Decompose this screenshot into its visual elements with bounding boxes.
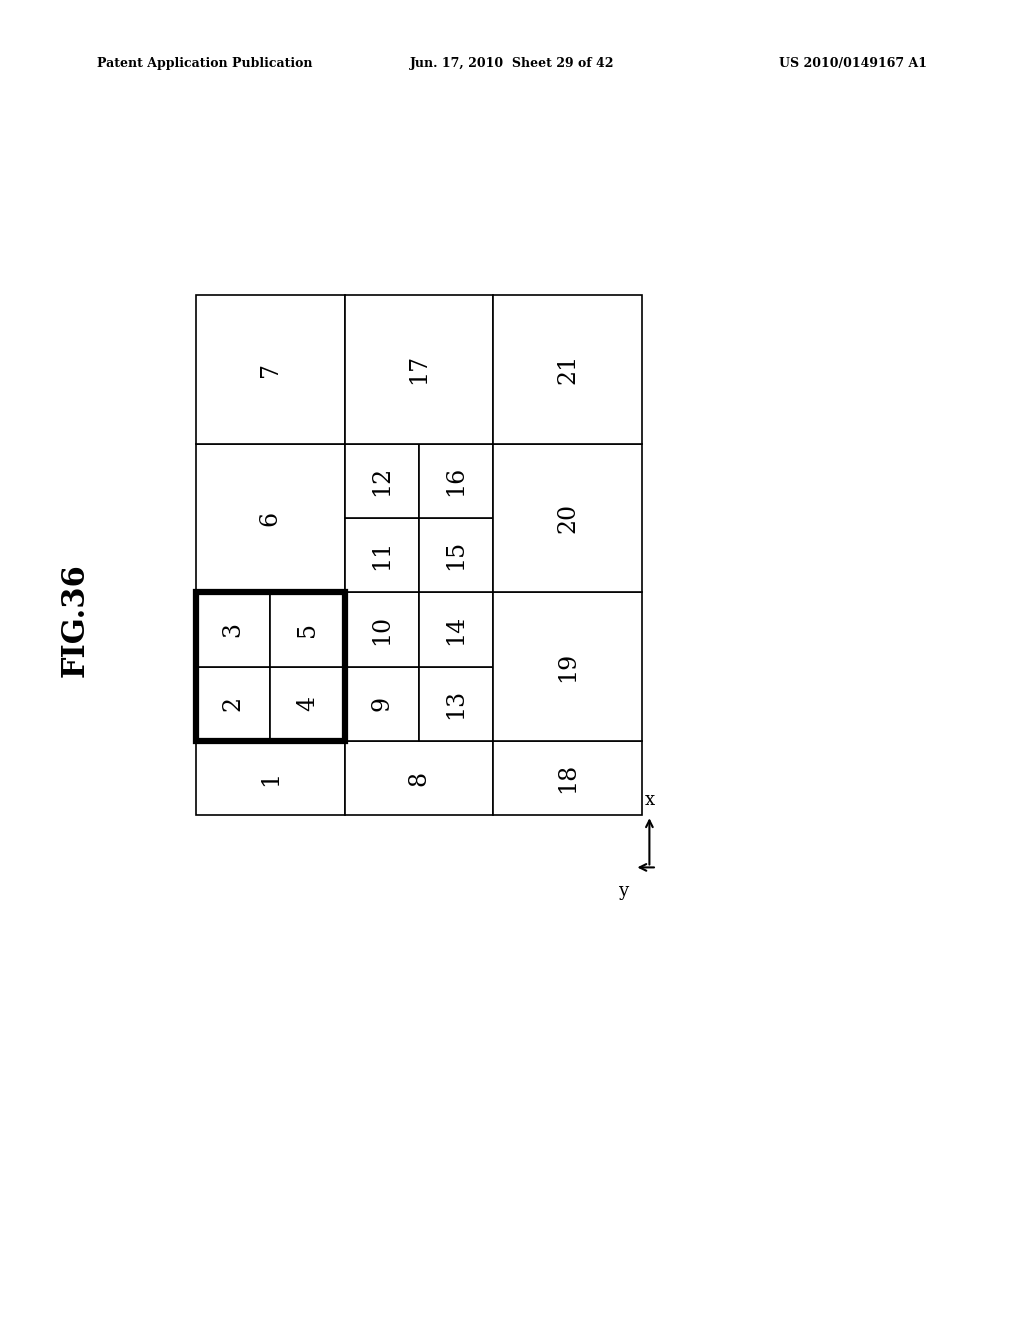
- Text: 6: 6: [259, 511, 282, 525]
- Text: 7: 7: [259, 362, 282, 376]
- Bar: [196, 741, 345, 816]
- Text: 11: 11: [371, 540, 393, 570]
- Text: 8: 8: [408, 771, 430, 785]
- Bar: [345, 667, 419, 741]
- Bar: [494, 593, 642, 741]
- Bar: [494, 741, 642, 816]
- Text: 3: 3: [221, 622, 245, 638]
- Text: x: x: [644, 792, 654, 809]
- Bar: [345, 444, 419, 517]
- Text: 10: 10: [371, 614, 393, 644]
- Text: 16: 16: [444, 466, 468, 496]
- Text: 13: 13: [444, 689, 468, 719]
- Bar: [196, 667, 270, 741]
- Bar: [345, 593, 419, 667]
- Bar: [494, 444, 642, 593]
- Text: Jun. 17, 2010  Sheet 29 of 42: Jun. 17, 2010 Sheet 29 of 42: [410, 57, 614, 70]
- Bar: [419, 444, 494, 517]
- Text: US 2010/0149167 A1: US 2010/0149167 A1: [778, 57, 927, 70]
- Bar: [419, 667, 494, 741]
- Text: FIG.36: FIG.36: [59, 564, 90, 677]
- Text: 21: 21: [556, 354, 580, 384]
- Text: 2: 2: [221, 696, 245, 711]
- Bar: [345, 517, 419, 593]
- Text: 17: 17: [408, 354, 430, 384]
- Text: 14: 14: [444, 614, 468, 644]
- Bar: [270, 667, 345, 741]
- Bar: [419, 593, 494, 667]
- Text: 12: 12: [371, 466, 393, 496]
- Bar: [494, 294, 642, 444]
- Bar: [196, 294, 345, 444]
- Text: 18: 18: [556, 763, 580, 793]
- Text: 1: 1: [259, 771, 282, 785]
- Bar: [196, 593, 345, 741]
- Bar: [419, 517, 494, 593]
- Bar: [196, 593, 270, 667]
- Bar: [345, 294, 494, 444]
- Text: Patent Application Publication: Patent Application Publication: [97, 57, 312, 70]
- Text: y: y: [618, 882, 629, 900]
- Text: 19: 19: [556, 652, 580, 682]
- Text: 9: 9: [371, 696, 393, 711]
- Text: 4: 4: [296, 696, 318, 711]
- Bar: [345, 741, 494, 816]
- Text: 5: 5: [296, 622, 318, 638]
- Bar: [196, 444, 345, 593]
- Bar: [270, 593, 345, 667]
- Text: 15: 15: [444, 540, 468, 570]
- Text: 20: 20: [556, 503, 580, 533]
